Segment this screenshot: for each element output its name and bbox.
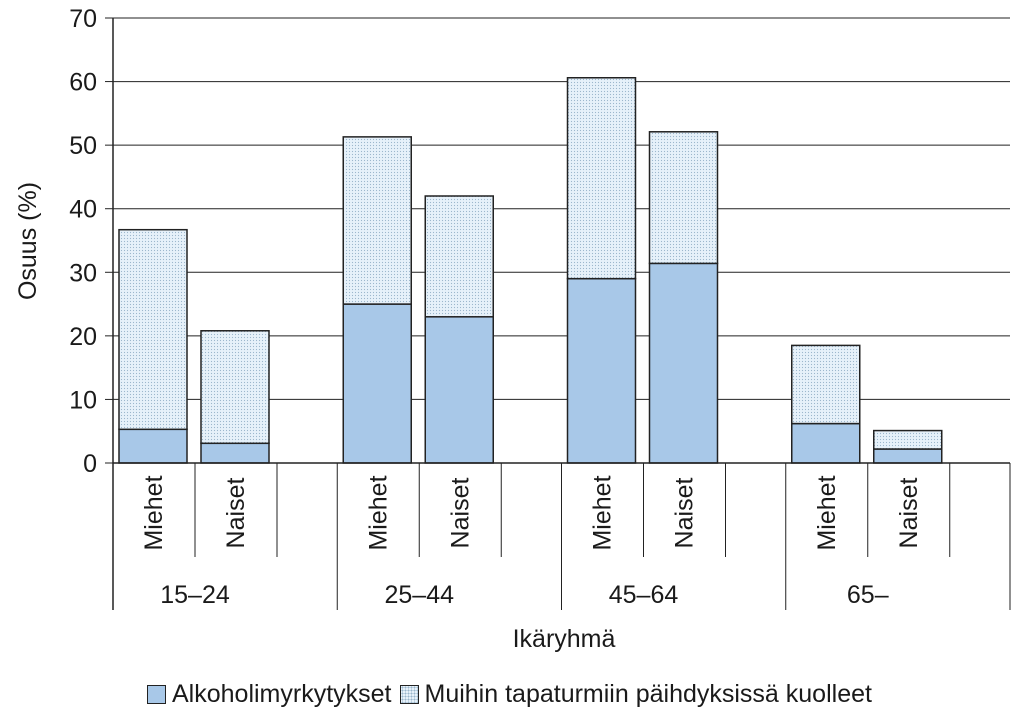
bars	[118, 77, 943, 464]
y-tick-label: 0	[83, 450, 97, 478]
legend: Alkoholimyrkytykset Muihin tapaturmiin p…	[147, 676, 872, 712]
y-axis-ticks: 0 10 20 30 40 50 60 70	[69, 5, 113, 478]
bar-segment-muut	[342, 136, 412, 305]
y-tick-label: 40	[69, 196, 97, 224]
x-subcategory-label: Miehet	[589, 475, 617, 550]
x-subcategory-label: Miehet	[364, 475, 392, 550]
legend-label: Muihin tapaturmiin päihdyksissä kuolleet	[424, 679, 872, 708]
x-subcategory-label: Naiset	[895, 478, 923, 549]
bar-segment-alkoholimyrkytykset	[342, 303, 412, 464]
bar-segment-muut	[566, 77, 637, 280]
bar-segment-muut	[118, 228, 188, 431]
x-axis-title: Ikäryhmä	[513, 625, 616, 653]
y-tick-label: 30	[69, 259, 97, 287]
y-tick-label: 70	[69, 5, 97, 33]
x-subcategory-label: Miehet	[140, 475, 168, 550]
bar-segment-alkoholimyrkytykset	[200, 442, 270, 464]
x-group-label: 65–	[847, 581, 889, 609]
legend-item-muut: Muihin tapaturmiin päihdyksissä kuolleet	[399, 679, 872, 709]
bar-segment-alkoholimyrkytykset	[424, 316, 494, 464]
x-subcategory-label: Naiset	[222, 478, 250, 549]
bar-segment-muut	[200, 330, 270, 445]
x-subcategory-label: Miehet	[813, 475, 841, 550]
legend-swatch-dotted	[399, 684, 419, 704]
x-axis-labels: Miehet Naiset 15–24 Miehet Naiset 25–44 Miehet…	[112, 463, 1011, 610]
bar-segment-muut	[648, 131, 719, 265]
legend-item-alkoholimyrkytykset: Alkoholimyrkytykset	[147, 680, 392, 709]
x-subcategory-label: Naiset	[446, 478, 474, 549]
bar-segment-alkoholimyrkytykset	[873, 448, 943, 464]
y-tick-label: 10	[69, 386, 97, 414]
bar-segment-alkoholimyrkytykset	[566, 277, 637, 464]
bar-segment-alkoholimyrkytykset	[648, 262, 719, 464]
bar-segment-muut	[424, 195, 494, 318]
y-axis-title: Osuus (%)	[14, 182, 42, 300]
y-tick-label: 50	[69, 132, 97, 160]
bar-segment-alkoholimyrkytykset	[118, 428, 188, 464]
bar-segment-alkoholimyrkytykset	[791, 422, 861, 464]
x-subcategory-label: Naiset	[671, 478, 699, 549]
y-tick-label: 60	[69, 69, 97, 97]
bar-segment-muut	[873, 429, 943, 450]
x-group-label: 15–24	[160, 581, 230, 609]
legend-swatch-solid	[147, 684, 166, 704]
y-tick-label: 20	[69, 323, 97, 351]
bar-segment-muut	[791, 344, 861, 425]
legend-label: Alkoholimyrkytykset	[172, 679, 392, 708]
x-group-label: 25–44	[384, 581, 454, 609]
x-group-label: 45–64	[609, 581, 679, 609]
